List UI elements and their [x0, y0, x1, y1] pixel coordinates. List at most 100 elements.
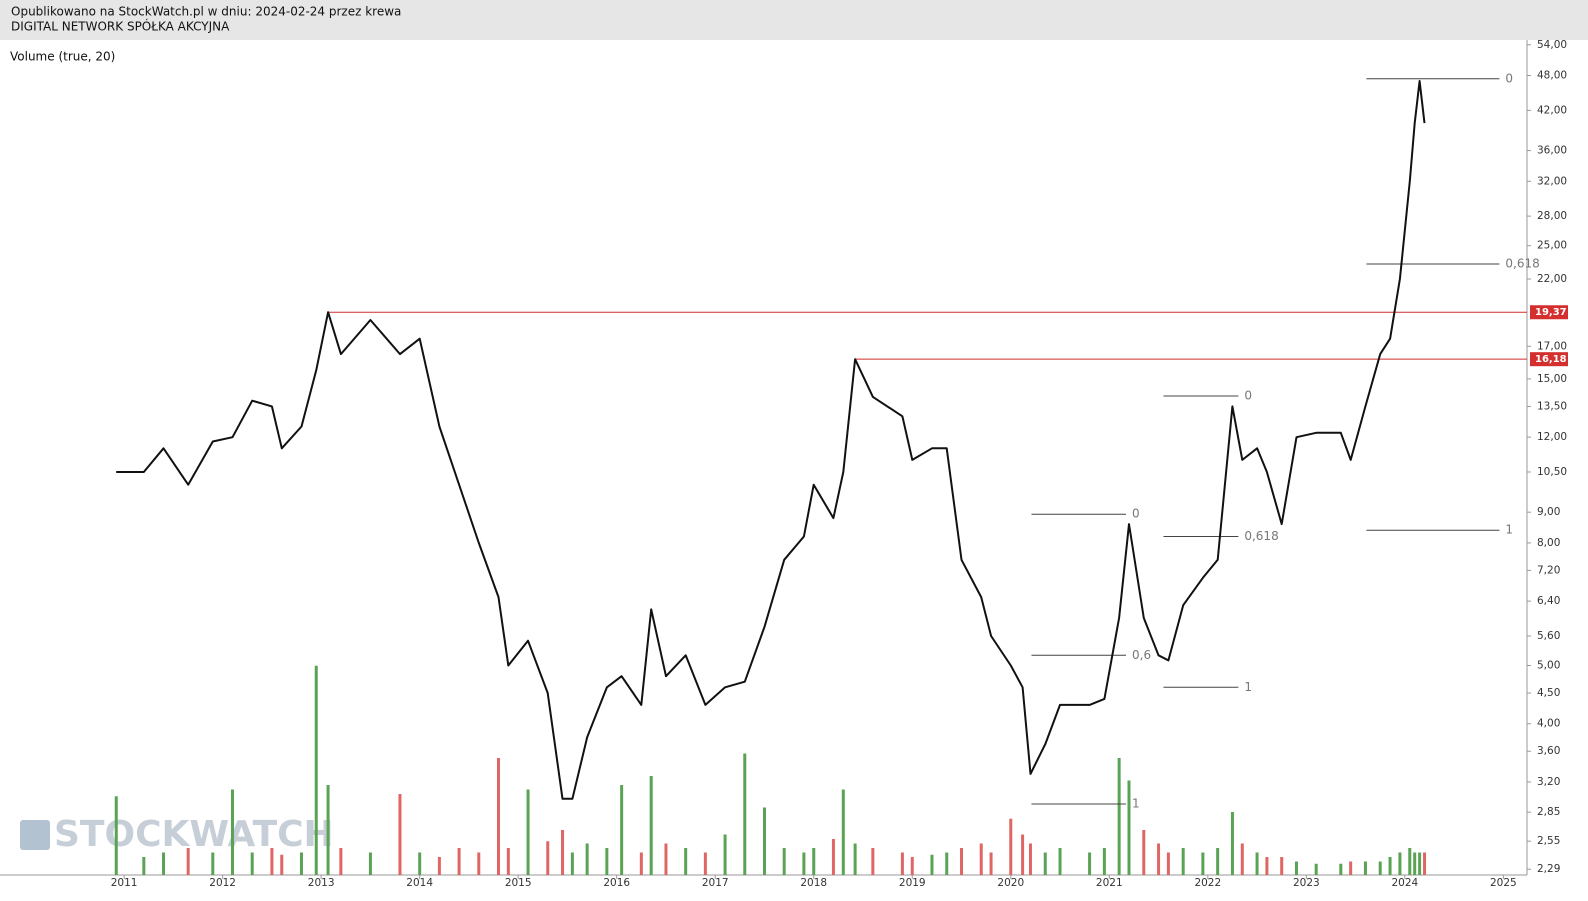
volume-bar — [1157, 843, 1161, 875]
volume-bar — [1363, 861, 1367, 875]
volume-bar — [853, 843, 857, 875]
volume-bar — [1043, 852, 1047, 875]
volume-bar — [1230, 812, 1234, 875]
volume-bar — [945, 852, 949, 875]
volume-bar — [1117, 758, 1121, 875]
y-tick-label: 2,29 — [1537, 863, 1560, 875]
fib-label: 0,618 — [1505, 257, 1539, 271]
volume-bar — [326, 785, 330, 875]
volume-bar — [1166, 852, 1170, 875]
volume-bar — [979, 843, 983, 875]
x-tick-label: 2017 — [702, 877, 729, 889]
watermark-icon — [20, 820, 50, 850]
volume-bar — [250, 852, 254, 875]
volume-bar — [762, 807, 766, 875]
x-tick-label: 2011 — [111, 877, 138, 889]
volume-bar — [684, 848, 688, 875]
volume-bar — [1294, 861, 1298, 875]
volume-bar — [114, 796, 118, 875]
x-tick-label: 2016 — [603, 877, 630, 889]
price-line-badge — [1530, 305, 1568, 320]
volume-bar — [418, 852, 422, 875]
volume-bar — [831, 839, 835, 875]
volume-bar — [496, 758, 500, 875]
y-tick-label: 25,00 — [1537, 240, 1567, 252]
volume-bar — [649, 776, 653, 875]
y-tick-label: 54,00 — [1537, 39, 1567, 51]
x-tick-label: 2025 — [1490, 877, 1517, 889]
y-tick-label: 4,50 — [1537, 687, 1560, 699]
y-tick-label: 9,00 — [1537, 506, 1560, 518]
y-tick-label: 6,40 — [1537, 595, 1560, 607]
volume-bar — [1280, 857, 1284, 875]
y-tick-label: 4,00 — [1537, 718, 1560, 730]
fib-label: 0,618 — [1244, 529, 1278, 543]
y-tick-label: 10,50 — [1537, 466, 1567, 478]
volume-bar — [1418, 852, 1422, 875]
volume-bar — [339, 848, 343, 875]
volume-bar — [1314, 863, 1318, 875]
x-tick-label: 2024 — [1391, 877, 1418, 889]
header-band — [0, 0, 1588, 40]
volume-bar — [1240, 843, 1244, 875]
volume-bar — [1088, 852, 1092, 875]
volume-bar — [782, 848, 786, 875]
company-name: DIGITAL NETWORK SPÓŁKA AKCYJNA — [11, 19, 230, 34]
y-tick-label: 3,20 — [1537, 776, 1560, 788]
volume-bar — [506, 848, 510, 875]
volume-bar — [1339, 863, 1343, 875]
volume-bar — [743, 753, 747, 875]
volume-bar — [1398, 852, 1402, 875]
volume-bar — [930, 854, 934, 875]
price-line-label: 16,18 — [1535, 354, 1567, 365]
x-tick-label: 2014 — [406, 877, 433, 889]
volume-bar — [1127, 780, 1131, 875]
fib-label: 1 — [1244, 680, 1252, 694]
volume-bar — [280, 854, 284, 875]
y-tick-label: 22,00 — [1537, 273, 1567, 285]
x-tick-label: 2020 — [997, 877, 1024, 889]
y-tick-label: 7,20 — [1537, 564, 1560, 576]
x-tick-label: 2023 — [1293, 877, 1320, 889]
volume-bar — [1265, 857, 1269, 875]
volume-bar — [398, 794, 402, 875]
volume-bar — [230, 789, 234, 875]
x-tick-label: 2022 — [1194, 877, 1221, 889]
y-tick-label: 5,60 — [1537, 630, 1560, 642]
volume-bar — [1102, 848, 1106, 875]
volume-bar — [1378, 861, 1382, 875]
y-tick-label: 2,85 — [1537, 806, 1560, 818]
x-tick-label: 2021 — [1096, 877, 1123, 889]
x-tick-label: 2018 — [800, 877, 827, 889]
price-line-label: 19,37 — [1535, 307, 1567, 318]
fib-label: 0 — [1505, 71, 1513, 85]
volume-bar — [1181, 848, 1185, 875]
x-tick-label: 2012 — [209, 877, 236, 889]
price-line-badge — [1530, 352, 1568, 367]
volume-bar — [639, 852, 643, 875]
x-tick-label: 2013 — [308, 877, 335, 889]
volume-bar — [1009, 818, 1013, 875]
y-tick-label: 36,00 — [1537, 145, 1567, 157]
volume-bar — [1349, 861, 1353, 875]
volume-bar — [1201, 852, 1205, 875]
volume-bar — [368, 852, 372, 875]
y-tick-label: 13,50 — [1537, 400, 1567, 412]
volume-bar — [605, 848, 609, 875]
volume-bar — [723, 834, 727, 875]
volume-bar — [910, 857, 914, 875]
y-tick-label: 15,00 — [1537, 373, 1567, 385]
fib-label: 0,6 — [1132, 648, 1151, 662]
volume-bar — [1408, 848, 1412, 875]
volume-bar — [1142, 830, 1146, 875]
volume-bar — [703, 852, 707, 875]
volume-bar — [437, 857, 441, 875]
volume-bar — [1388, 857, 1392, 875]
y-tick-label: 5,00 — [1537, 660, 1560, 672]
volume-bar — [526, 789, 530, 875]
volume-bar — [1423, 852, 1427, 875]
fib-label: 1 — [1132, 797, 1140, 811]
volume-bar — [1413, 852, 1417, 875]
y-tick-label: 28,00 — [1537, 210, 1567, 222]
